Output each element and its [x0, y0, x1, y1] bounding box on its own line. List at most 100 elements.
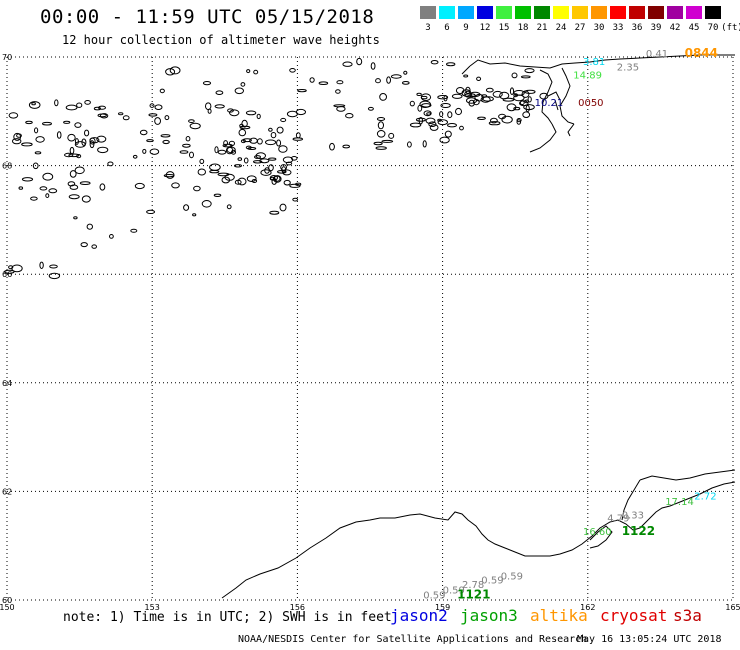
ice-contour	[67, 133, 76, 142]
ice-contour	[132, 154, 138, 159]
satellite-name: cryosat	[600, 606, 668, 625]
ice-contour	[97, 146, 109, 154]
ice-contour	[109, 234, 114, 239]
ice-contour	[409, 122, 422, 128]
legend-swatch	[667, 6, 683, 19]
ice-contour	[188, 119, 195, 123]
ice-contour	[48, 272, 61, 280]
wave-height-observations: 0.41 0844 3.81 2.35 14.89 10.21 0050 17.14 2.72 4…	[423, 46, 718, 601]
ice-contour	[333, 104, 346, 108]
ice-contour	[245, 110, 257, 116]
ice-contour	[209, 169, 220, 174]
ice-contour	[256, 113, 261, 120]
ice-contour	[356, 57, 363, 66]
longitude-label: 159	[435, 603, 450, 612]
ice-contour	[509, 87, 515, 95]
ice-contour	[69, 170, 77, 178]
ice-contour	[139, 129, 148, 136]
ice-contour	[96, 135, 107, 143]
ice-contour	[335, 89, 341, 94]
ice-contour	[437, 95, 449, 100]
ice-contour	[498, 113, 507, 120]
ice-contour	[472, 99, 480, 106]
ice-contour	[122, 115, 130, 121]
legend-label: 12	[479, 23, 491, 33]
ice-contour	[379, 93, 388, 101]
ice-contour	[146, 139, 154, 143]
ice-contour	[421, 103, 432, 108]
ice-contour	[501, 115, 513, 124]
ice-contour	[476, 76, 482, 82]
observation-label: 2.72	[694, 492, 716, 503]
legend-label: 21	[536, 23, 548, 33]
ice-contour	[426, 112, 432, 116]
ice-contour	[463, 74, 469, 78]
ice-contour	[268, 157, 277, 161]
ice-contour	[481, 94, 488, 98]
observation-label: 1121	[457, 587, 490, 601]
ice-contour	[289, 68, 296, 73]
note-text: note: 1) Time is in UTC; 2) SWH is in fe…	[63, 610, 392, 625]
ice-contour	[520, 75, 531, 79]
ice-contour	[149, 148, 160, 155]
ice-contour	[370, 62, 376, 70]
ice-contour	[134, 182, 145, 190]
ice-contour	[485, 87, 494, 93]
ice-contour	[459, 125, 464, 131]
ice-contour	[430, 60, 439, 65]
ice-contour	[226, 146, 236, 154]
ice-contour	[268, 164, 274, 172]
legend-label: 6	[444, 23, 450, 33]
ice-contour	[447, 111, 453, 119]
ice-contour	[192, 213, 197, 217]
observation-label: 0.59	[501, 571, 523, 582]
ice-contour	[455, 87, 465, 94]
ice-contour	[428, 121, 437, 127]
ice-contour	[4, 269, 15, 274]
ice-contour	[524, 89, 536, 94]
ice-contour	[34, 151, 42, 155]
ice-contour	[68, 153, 80, 158]
ice-contour	[34, 127, 39, 134]
ice-contour	[32, 162, 39, 170]
legend-swatch	[439, 6, 455, 19]
ice-contour	[165, 68, 176, 76]
ice-contour	[297, 89, 307, 93]
ice-contour	[142, 148, 147, 154]
ice-contour	[271, 178, 277, 185]
ice-contour	[280, 117, 287, 123]
ice-contour	[407, 141, 412, 148]
ice-contour	[464, 90, 473, 98]
ice-contour	[386, 76, 392, 84]
ice-contour	[440, 103, 451, 108]
ice-contour	[429, 124, 439, 131]
ice-contour	[276, 139, 282, 147]
ice-contour	[226, 204, 232, 210]
satellite-name: s3a	[673, 606, 702, 625]
legend-label: 33	[612, 23, 624, 33]
ice-contour	[270, 132, 277, 139]
observation-label: 0050	[578, 98, 603, 109]
credit-text: NOAA/NESDIS Center for Satellite Applica…	[238, 634, 588, 645]
longitude-label: 153	[145, 603, 160, 612]
ice-contour	[513, 94, 525, 102]
ice-contour	[375, 78, 381, 84]
ice-contour	[201, 200, 212, 208]
ice-contour	[525, 104, 530, 113]
ice-contour	[222, 143, 233, 148]
ice-contours	[4, 57, 549, 280]
ice-contour	[45, 193, 50, 199]
ice-contour	[76, 102, 83, 108]
observation-label: 1122	[622, 524, 655, 538]
ice-contour	[28, 101, 41, 109]
ice-contour	[285, 161, 293, 166]
ice-contour	[437, 119, 448, 126]
ice-contour	[519, 100, 525, 105]
ice-contour	[373, 141, 383, 146]
longitude-label: 162	[580, 603, 595, 612]
ice-contour	[91, 244, 97, 249]
ice-contour	[97, 113, 107, 118]
ice-contour	[179, 150, 189, 154]
ice-contour	[237, 157, 243, 161]
ice-contour	[224, 173, 235, 181]
